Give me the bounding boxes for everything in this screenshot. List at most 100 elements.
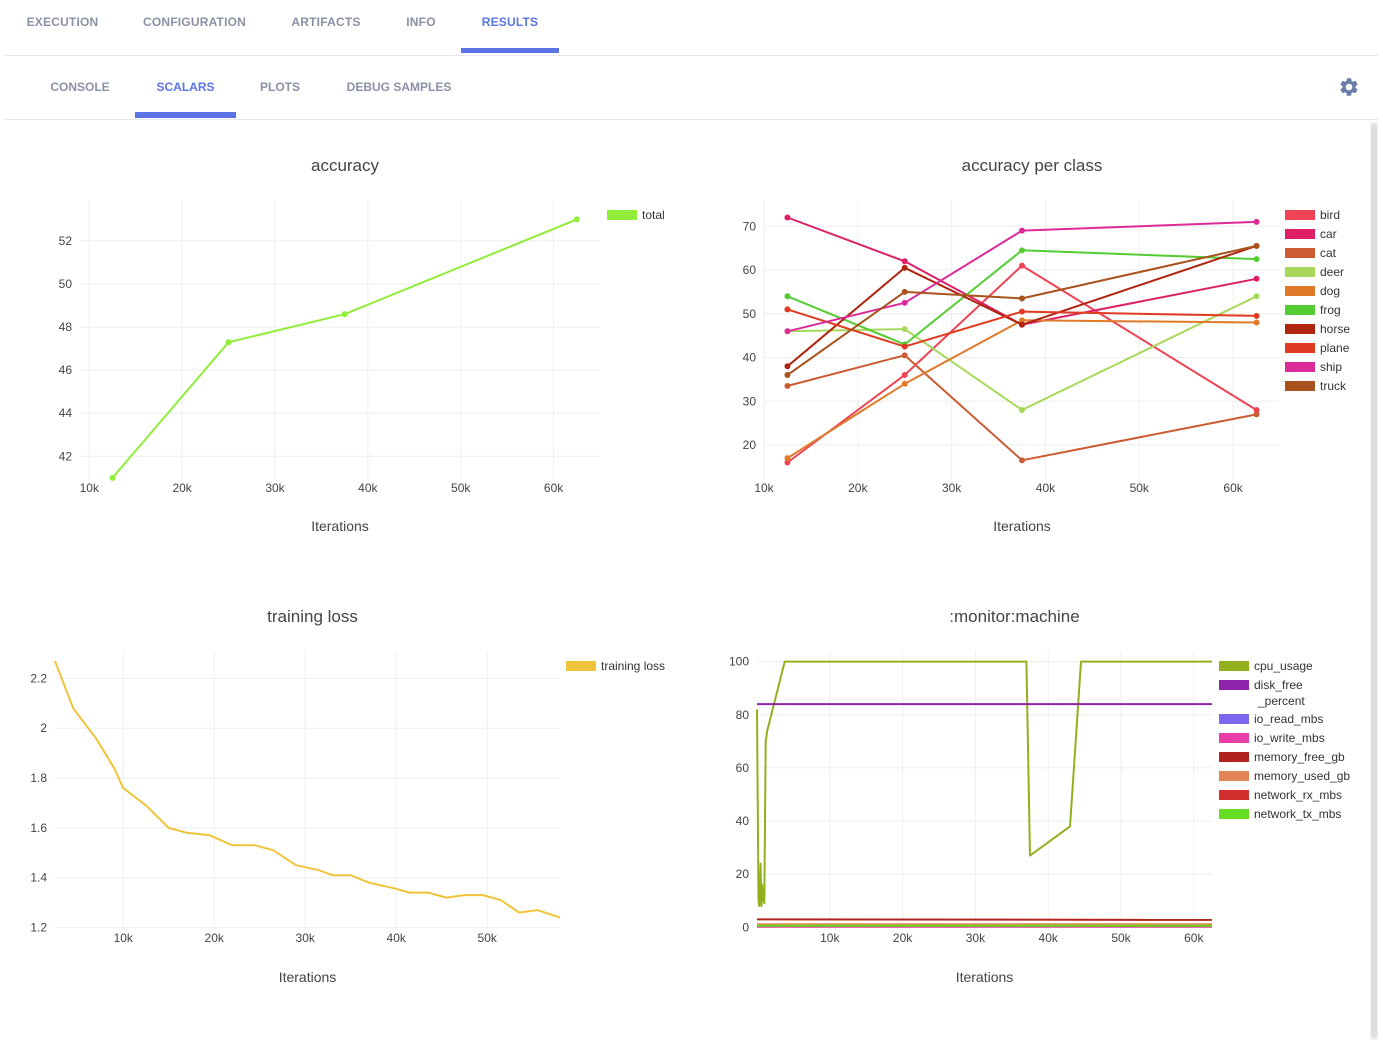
x-tick-label: 20k xyxy=(172,481,192,495)
x-tick-label: 50k xyxy=(1111,931,1131,945)
chart-title: accuracy xyxy=(311,156,380,175)
series-line-car xyxy=(787,216,1257,326)
y-tick-label: 2.2 xyxy=(30,671,47,685)
legend-label-ship: ship xyxy=(1320,360,1342,374)
tab-results[interactable]: RESULTS xyxy=(481,15,539,29)
legend-label-total: total xyxy=(642,208,665,222)
y-tick-label: 50 xyxy=(59,277,73,291)
tab-artifacts[interactable]: ARTIFACTS xyxy=(291,15,361,29)
y-tick-label: 100 xyxy=(729,655,749,669)
legend-label-truck: truck xyxy=(1320,379,1347,393)
y-tick-label: 40 xyxy=(736,814,750,828)
top-tab-bar: EXECUTION CONFIGURATION ARTIFACTS INFO R… xyxy=(5,0,1378,56)
data-point-plane xyxy=(1253,312,1260,319)
y-tick-label: 0 xyxy=(742,920,749,934)
x-axis-label: Iterations xyxy=(993,518,1051,534)
y-tick-label: 1.8 xyxy=(30,771,47,785)
y-tick-label: 80 xyxy=(736,708,750,722)
data-point-plane xyxy=(784,306,791,313)
data-point-total xyxy=(573,216,580,223)
legend-label-frog: frog xyxy=(1320,303,1341,317)
tab-scalars[interactable]: SCALARS xyxy=(156,80,215,94)
tab-debug-samples[interactable]: DEBUG SAMPLES xyxy=(346,80,452,94)
legend-swatch-training-loss xyxy=(566,661,596,671)
y-tick-label: 48 xyxy=(59,320,73,334)
data-point-frog xyxy=(1019,247,1025,254)
results-sub-tab-bar: CONSOLE SCALARS PLOTS DEBUG SAMPLES xyxy=(5,55,1378,120)
series-line-deer xyxy=(787,295,1257,411)
legend-label-memory-free-gb: memory_free_gb xyxy=(1254,750,1345,764)
data-point-deer xyxy=(1019,407,1025,413)
data-point-bird xyxy=(901,372,908,378)
tab-configuration[interactable]: CONFIGURATION xyxy=(142,15,247,29)
y-tick-label: 50 xyxy=(743,307,757,321)
legend-label-car: car xyxy=(1320,227,1337,241)
data-point-ship xyxy=(1019,227,1025,234)
legend-swatch-bird xyxy=(1285,210,1315,220)
legend-label-network-rx-mbs: network_rx_mbs xyxy=(1254,788,1342,802)
data-point-deer xyxy=(901,326,908,333)
x-tick-label: 10k xyxy=(820,931,840,945)
x-tick-label: 30k xyxy=(296,931,316,945)
active-subtab-indicator xyxy=(135,112,236,118)
series-line-cat xyxy=(787,354,1257,462)
series-line-total xyxy=(111,218,578,479)
legend-swatch-memory-used-gb xyxy=(1219,771,1249,781)
legend-swatch-frog xyxy=(1285,305,1315,315)
legend-swatch-plane xyxy=(1285,343,1315,353)
tab-console[interactable]: CONSOLE xyxy=(50,80,110,94)
legend-swatch-deer xyxy=(1285,267,1315,277)
tab-info[interactable]: INFO xyxy=(406,15,436,29)
series-line-bird xyxy=(786,264,1258,464)
x-tick-label: 20k xyxy=(205,931,225,945)
x-tick-label: 30k xyxy=(942,481,962,495)
x-tick-label: 60k xyxy=(544,481,564,495)
data-point-dog xyxy=(1253,319,1260,326)
data-point-plane xyxy=(1019,308,1025,315)
data-point-truck xyxy=(1019,295,1025,302)
x-tick-label: 60k xyxy=(1184,931,1204,945)
legend-label-plane: plane xyxy=(1320,341,1350,355)
x-tick-label: 30k xyxy=(265,481,285,495)
legend-swatch-dog xyxy=(1285,286,1315,296)
y-tick-label: 20 xyxy=(743,438,757,452)
y-tick-label: 44 xyxy=(59,406,73,420)
data-point-bird xyxy=(784,459,791,466)
tab-execution[interactable]: EXECUTION xyxy=(26,15,99,29)
data-point-truck xyxy=(1253,242,1260,249)
legend-label-memory-used-gb: memory_used_gb xyxy=(1254,769,1350,783)
data-point-truck xyxy=(901,288,908,295)
gear-icon[interactable] xyxy=(1338,76,1360,98)
x-tick-label: 20k xyxy=(848,481,868,495)
y-tick-label: 60 xyxy=(743,263,757,277)
data-point-horse xyxy=(784,363,791,370)
chart-title: training loss xyxy=(267,607,358,626)
legend-label-io-write-mbs: io_write_mbs xyxy=(1254,731,1325,745)
legend-swatch-memory-free-gb xyxy=(1219,752,1249,762)
active-tab-indicator xyxy=(461,48,559,53)
legend-label-io-read-mbs: io_read_mbs xyxy=(1254,712,1323,726)
legend-label-training-loss: training loss xyxy=(601,659,665,673)
data-point-plane xyxy=(901,343,908,350)
y-tick-label: 52 xyxy=(59,234,73,248)
data-point-car xyxy=(1253,275,1260,282)
x-tick-label: 40k xyxy=(1039,931,1059,945)
data-point-ship xyxy=(784,328,791,335)
x-tick-label: 20k xyxy=(893,931,913,945)
data-point-car xyxy=(784,214,791,221)
legend-swatch-network-tx-mbs xyxy=(1219,809,1249,819)
series-line-plane xyxy=(787,308,1257,348)
series-line-memory-free-gb xyxy=(756,918,1213,921)
y-tick-label: 1.2 xyxy=(30,921,47,935)
series-line-training-loss xyxy=(54,660,561,919)
x-axis-label: Iterations xyxy=(956,969,1014,985)
x-tick-label: 50k xyxy=(451,481,471,495)
series-line-truck xyxy=(786,244,1257,376)
series-line-cpu-usage xyxy=(756,660,1212,908)
y-tick-label: 1.6 xyxy=(30,821,47,835)
legend-swatch-cat xyxy=(1285,248,1315,258)
scrollbar-thumb[interactable] xyxy=(1371,124,1377,1038)
tab-plots[interactable]: PLOTS xyxy=(259,80,300,94)
x-tick-label: 10k xyxy=(114,931,134,945)
